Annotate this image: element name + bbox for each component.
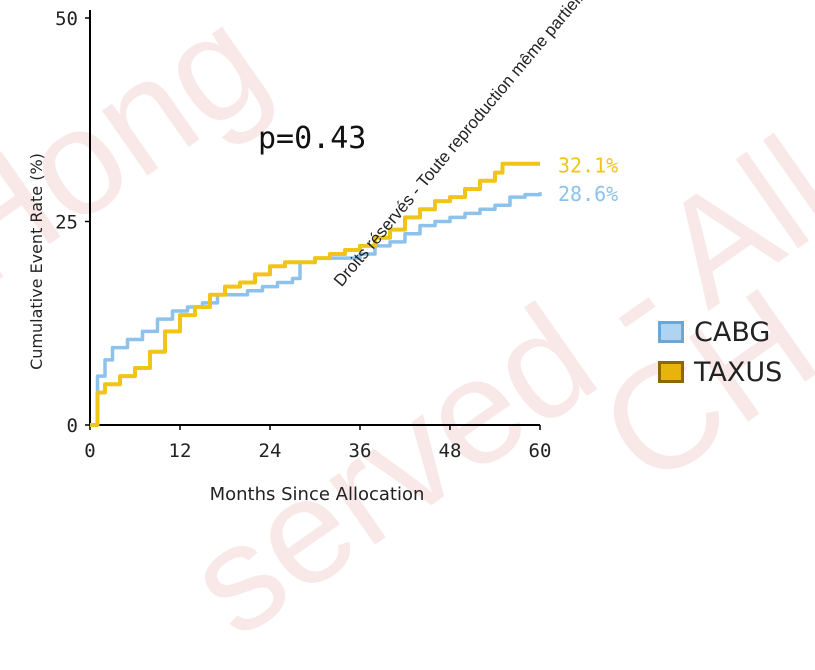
x-axis-title: Months Since Allocation [210,484,425,505]
x-tick-label: 0 [84,440,95,462]
chart-axes [89,10,540,426]
y-axis-title: Cumulative Event Rate (%) [27,153,46,370]
x-tick-label: 24 [259,440,282,462]
chart-ticks: 0 12 24 36 48 60 0 25 50 [55,8,551,462]
y-tick-label: 50 [55,8,78,30]
x-tick-label: 12 [169,440,192,462]
y-tick-label: 0 [67,415,78,437]
chart-legend: CABG TAXUS [658,312,782,392]
line-chart: 0 12 24 36 48 60 0 25 50 28.6% 32.1% Cumulative Ev… [27,8,618,505]
series-line-cabg [90,192,542,427]
legend-item-taxus: TAXUS [658,352,782,392]
x-tick-label: 36 [349,440,372,462]
chart-labels: 28.6% 32.1% Cumulative Event Rate (%) Month… [27,121,618,505]
legend-swatch-cabg [658,321,684,343]
x-tick-label: 60 [529,440,552,462]
legend-swatch-taxus [658,361,684,383]
x-tick-label: 48 [439,440,462,462]
p-value-annotation: p=0.43 [258,121,366,156]
end-label-cabg: 28.6% [558,182,618,206]
legend-label-cabg: CABG [694,316,771,348]
end-label-taxus: 32.1% [558,154,618,178]
legend-label-taxus: TAXUS [694,356,783,388]
legend-item-cabg: CABG [658,312,782,352]
series-line-taxus [90,161,540,427]
chart-lines [90,161,542,427]
y-tick-label: 25 [55,212,78,234]
